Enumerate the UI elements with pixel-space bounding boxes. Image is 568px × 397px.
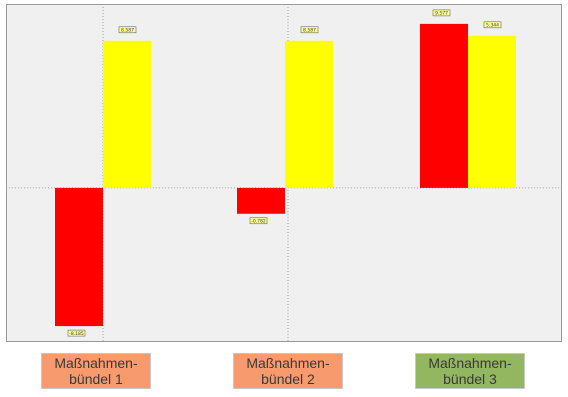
category-label-3: Maßnahmen- bündel 3 <box>415 353 525 389</box>
category-label-1: Maßnahmen- bündel 1 <box>41 353 151 389</box>
bar-2-series-1 <box>237 187 285 214</box>
value-label-box-1-1 <box>67 329 86 337</box>
value-label-3-2: 5.344 <box>486 23 499 29</box>
bar-3-series-2 <box>468 35 516 188</box>
value-label-2-1: -0.782 <box>251 219 266 225</box>
chart-svg: -8.185 8.587 -0.782 8.587 9.577 5.344 <box>6 4 562 342</box>
bar-2-series-2 <box>285 40 333 188</box>
bar-1-series-1 <box>55 187 103 327</box>
category-label-2: Maßnahmen- bündel 2 <box>233 353 343 389</box>
value-label-box-1-2 <box>118 26 137 34</box>
value-label-3-1: 9.577 <box>435 11 448 17</box>
chart-area: -8.185 8.587 -0.782 8.587 9.577 5.344 <box>6 2 564 344</box>
value-label-box-2-2 <box>300 26 319 34</box>
value-label-box-2-1 <box>249 217 268 225</box>
value-label-1-1: -8.185 <box>69 331 84 337</box>
value-label-2-2: 8.587 <box>303 28 316 34</box>
bar-3-series-1 <box>420 23 468 188</box>
value-label-1-2: 8.587 <box>121 28 134 34</box>
value-label-box-3-2 <box>483 21 502 29</box>
bar-1-series-2 <box>103 40 151 188</box>
value-label-box-3-1 <box>432 9 451 17</box>
